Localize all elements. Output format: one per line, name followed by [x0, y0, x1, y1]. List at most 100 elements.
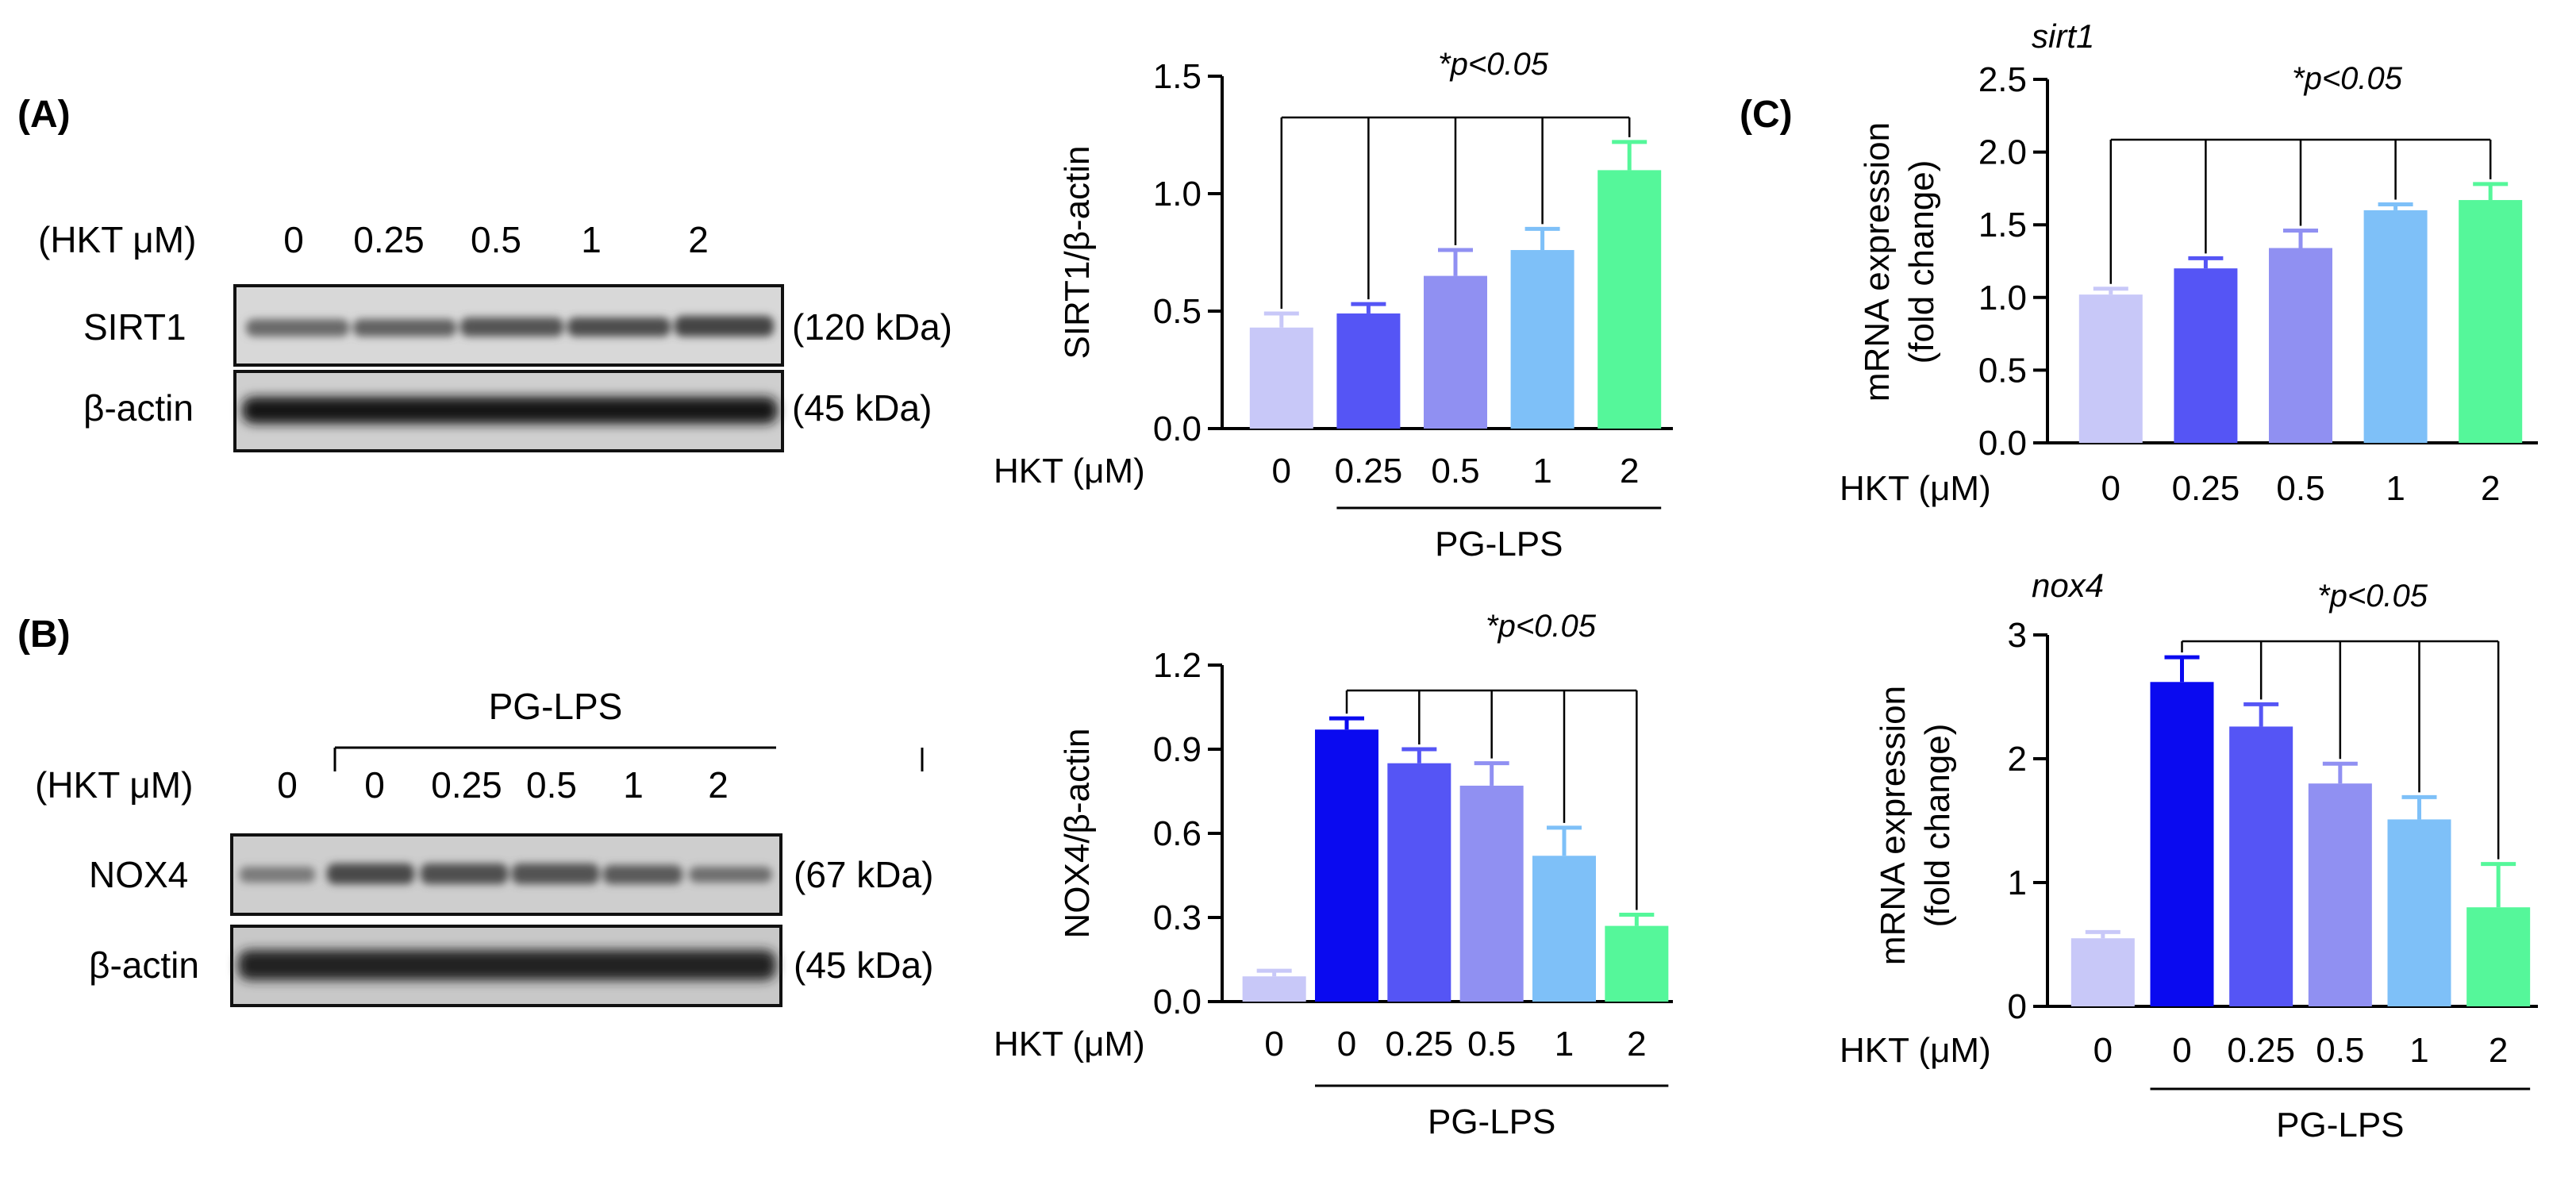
wb-a-protein-label: SIRT1 — [83, 306, 186, 348]
wb-b-size-label: (67 kDa) — [794, 854, 933, 895]
y-tick-label: 1.0 — [1153, 175, 1201, 213]
wb-b-group-label: PG-LPS — [489, 686, 623, 727]
wb-a-size-label: (120 kDa) — [792, 306, 952, 348]
y-tick-label: 0.6 — [1153, 814, 1201, 853]
wb-a-dose-label: 0 — [283, 219, 304, 260]
chart-sirt1-mrna: 0.0 0.5 1.0 1.5 2.0 2.5 mRNA expression (fold c… — [1840, 17, 2538, 508]
bar — [2269, 248, 2332, 443]
x-tick-label: 2 — [2489, 1031, 2508, 1070]
x-axis-title: HKT (μM) — [1840, 469, 1991, 508]
chart-nox4-mrna: 0 1 2 3 mRNA expression (fold change) nox4 0 0 0.… — [1840, 567, 2538, 1144]
x-tick-label: 0 — [1272, 452, 1291, 490]
bar — [2308, 783, 2372, 1006]
y-tick-label: 1.5 — [1153, 57, 1201, 96]
y-tick-label: 0.5 — [1978, 351, 2027, 390]
y-axis-title-2: (fold change) — [1918, 724, 1957, 928]
bar — [1336, 313, 1401, 429]
bar — [1532, 856, 1596, 1002]
bar — [2174, 268, 2238, 443]
x-tick-label: 1 — [1532, 452, 1551, 490]
wb-a-sirt1-bands — [246, 316, 774, 337]
y-axis-title: mRNA expression — [1858, 122, 1897, 402]
x-tick-label: 1 — [2409, 1031, 2428, 1070]
panel-label-c: (C) — [1740, 94, 1793, 136]
wb-a-protein-label: β-actin — [83, 387, 194, 429]
y-tick-label: 0.0 — [1978, 424, 2027, 463]
x-tick-label: 0 — [2172, 1031, 2191, 1070]
wb-b-dose-label: 0 — [364, 764, 385, 806]
x-axis-title: HKT (μM) — [994, 452, 1145, 490]
wb-b-dose-label: 0.5 — [526, 764, 577, 806]
wb-b-protein-label: β-actin — [89, 944, 199, 986]
x-tick-label: 0 — [1337, 1025, 1356, 1064]
bar — [1315, 729, 1378, 1002]
wb-b-dose-label: 2 — [708, 764, 729, 806]
bar — [2229, 726, 2293, 1006]
wb-b-size-label: (45 kDa) — [794, 944, 933, 986]
western-blot-a: (HKT μM) 0 0.25 0.5 1 2 SIRT1 (120 kDa) … — [38, 219, 952, 452]
group-label: PG-LPS — [1428, 1102, 1555, 1141]
wb-b-dose-label: 0 — [277, 764, 298, 806]
y-tick-label: 0 — [2008, 987, 2027, 1026]
y-tick-label: 2.5 — [1978, 60, 2027, 99]
significance-label: *p<0.05 — [1486, 609, 1597, 644]
x-tick-label: 0.5 — [1467, 1025, 1516, 1064]
x-tick-label: 0 — [2101, 469, 2120, 508]
wb-a-dose-label: 0.5 — [471, 219, 521, 260]
y-tick-label: 0.0 — [1153, 410, 1201, 448]
y-axis-title-2: (fold change) — [1902, 160, 1941, 364]
bar — [2466, 907, 2531, 1006]
y-tick-label: 2.0 — [1978, 133, 2027, 172]
x-tick-label: 0.25 — [2227, 1031, 2295, 1070]
wb-b-nox4-bands — [240, 864, 772, 884]
x-axis-title: HKT (μM) — [1840, 1031, 1991, 1070]
panel-label-a: (A) — [17, 94, 71, 136]
x-tick-label: 2 — [1620, 452, 1639, 490]
x-axis-title: HKT (μM) — [994, 1025, 1145, 1064]
x-tick-label: 0 — [1264, 1025, 1283, 1064]
bar — [2363, 210, 2428, 443]
x-tick-label: 1 — [2386, 469, 2405, 508]
y-axis-title: NOX4/β-actin — [1058, 729, 1097, 939]
panel-label-b: (B) — [17, 614, 71, 656]
bar — [1242, 976, 1306, 1002]
chart-sirt1-protein: 0.0 0.5 1.0 1.5 SIRT1/β-actin 0 0.25 0.5 1 2 HKT (… — [994, 47, 1673, 563]
chart-title: nox4 — [2032, 567, 2104, 604]
bar — [2150, 682, 2214, 1006]
wb-a-dose-label: 1 — [581, 219, 602, 260]
significance-label: *p<0.05 — [2317, 579, 2428, 614]
y-tick-label: 3 — [2008, 616, 2027, 655]
wb-a-dose-label: 0.25 — [353, 219, 425, 260]
y-tick-label: 2 — [2008, 740, 2027, 779]
wb-b-dose-label: 1 — [623, 764, 644, 806]
wb-b-dose-label: 0.25 — [431, 764, 502, 806]
x-tick-label: 0.5 — [1431, 452, 1479, 490]
wb-b-header-label: (HKT μM) — [35, 764, 193, 806]
y-tick-label: 0.3 — [1153, 898, 1201, 937]
y-tick-label: 1.0 — [1978, 279, 2027, 317]
bar — [1249, 327, 1313, 429]
y-tick-label: 0.0 — [1153, 983, 1201, 1021]
wb-b-protein-label: NOX4 — [89, 854, 188, 895]
wb-a-actin-bands — [242, 397, 778, 424]
y-tick-label: 1 — [2008, 864, 2027, 902]
x-tick-label: 2 — [2481, 469, 2500, 508]
bar — [1605, 925, 1669, 1002]
x-tick-label: 0 — [2093, 1031, 2113, 1070]
bar — [1459, 785, 1524, 1002]
y-axis-title: mRNA expression — [1874, 686, 1913, 965]
bar — [2070, 938, 2135, 1006]
x-tick-label: 1 — [1555, 1025, 1574, 1064]
x-tick-label: 2 — [1627, 1025, 1646, 1064]
chart-nox4-protein: 0.0 0.3 0.6 0.9 1.2 NOX4/β-actin 0 0 0.25 0.5 1 2 HK… — [994, 609, 1673, 1141]
x-tick-label: 0.25 — [1386, 1025, 1454, 1064]
x-tick-label: 0.5 — [2316, 1031, 2364, 1070]
bar — [2387, 819, 2451, 1006]
x-tick-label: 0.5 — [2276, 469, 2324, 508]
y-tick-label: 1.2 — [1153, 646, 1201, 685]
x-tick-label: 0.25 — [2172, 469, 2240, 508]
bar — [1510, 250, 1574, 429]
y-tick-label: 0.5 — [1153, 292, 1201, 331]
significance-label: *p<0.05 — [1438, 47, 1549, 82]
x-tick-label: 0.25 — [1335, 452, 1403, 490]
